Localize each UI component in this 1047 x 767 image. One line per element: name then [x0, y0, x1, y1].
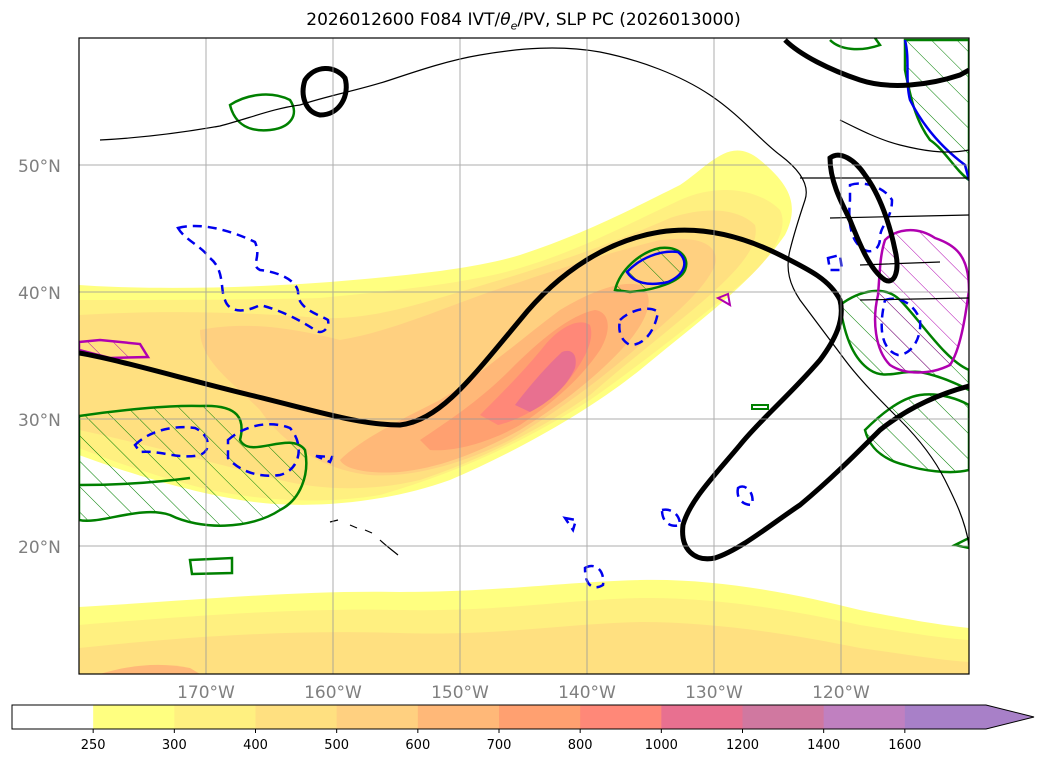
pv-contour-small-south	[188, 556, 234, 576]
colorbar-segment	[255, 705, 338, 729]
colorbar-tick-label: 250	[81, 738, 106, 753]
colorbar-tick-label: 800	[568, 738, 593, 753]
theta-e-contour-gulf	[625, 250, 686, 286]
theta-e-contour-canada	[903, 39, 969, 181]
slp-contours	[79, 38, 969, 562]
canada-border	[839, 119, 969, 153]
coastlines	[99, 47, 969, 556]
colorbar-segment	[93, 705, 175, 729]
pv-contour-inner	[79, 476, 191, 487]
colorbar-segment	[12, 705, 94, 729]
lon-label-140W: 140°W	[558, 683, 616, 703]
dashed-contour-1	[133, 425, 209, 458]
colorbar-outline	[11, 704, 1035, 730]
dashed-contour-4	[848, 182, 894, 253]
slp-interior-high	[827, 152, 900, 284]
lat-label-40N: 40°N	[18, 284, 61, 304]
hawaii-islands	[329, 519, 399, 556]
map-frame	[78, 37, 970, 675]
aleutian-chain	[99, 104, 301, 141]
dashed-contour-7	[660, 508, 682, 527]
colorbar-ticks: 250 300 400 500 600 700 800 1000 1200 1400 1600	[81, 729, 921, 753]
colorbar-segment	[661, 705, 743, 729]
dashed-contour-11	[826, 253, 844, 272]
colorbar-extend-arrow	[986, 705, 1034, 729]
colorbar-segment	[742, 705, 825, 729]
lon-label-130W: 130°W	[685, 683, 743, 703]
dashed-contour-3	[618, 307, 660, 347]
colorbar-tick-label: 1400	[807, 738, 840, 753]
pv-region-central-pacific	[79, 404, 308, 527]
colorbar-tick-label: 600	[405, 738, 430, 753]
pv-contour-magenta-small	[715, 292, 732, 307]
lon-label-120W: 120°W	[812, 683, 870, 703]
colorbar-segment	[823, 705, 906, 729]
lon-label-170W: 170°W	[177, 683, 235, 703]
north-america-coastline	[299, 47, 969, 546]
dashed-contour-5	[880, 297, 922, 357]
pv-contour-dot	[751, 404, 769, 410]
colorbar-tick-label: 1000	[645, 738, 678, 753]
colorbar-segments	[12, 705, 987, 729]
map-panel: 50°N 40°N 30°N 20°N 170°W 160°W 150°W 14…	[18, 37, 970, 703]
colorbar-segment	[417, 705, 500, 729]
pv-contour-aleutian	[228, 93, 296, 132]
colorbar-tick-label: 1600	[888, 738, 921, 753]
slp-aleutian-low	[300, 66, 349, 118]
pv-region-magenta-interior	[873, 229, 969, 374]
slp-northern-contour	[783, 38, 969, 88]
map-title: 2026012600 F084 IVT/θe/PV, SLP PC (20260…	[0, 10, 1047, 32]
lat-label-30N: 30°N	[18, 411, 61, 431]
dashed-contour-north-pacific	[176, 224, 330, 334]
lat-label-20N: 20°N	[18, 538, 61, 558]
colorbar-tick-label: 1200	[726, 738, 759, 753]
title-suffix: /PV, SLP PC (2026013000)	[517, 10, 741, 30]
ivt-600-southern-band	[100, 664, 200, 674]
colorbar-segment	[499, 705, 581, 729]
theta-e-dashed-contours	[133, 182, 922, 589]
title-theta-subscript: e	[510, 19, 518, 33]
title-theta: θ	[500, 10, 511, 30]
dashed-contour-2	[226, 422, 300, 477]
colorbar: 250 300 400 500 600 700 800 1000 1200 1400 1600	[11, 704, 1035, 753]
graticule	[79, 38, 969, 674]
colorbar-segment	[336, 705, 419, 729]
lat-label-50N: 50°N	[18, 157, 61, 177]
dashed-contour-9	[562, 516, 578, 533]
lon-label-150W: 150°W	[431, 683, 489, 703]
ivt-1000-shading	[515, 350, 576, 412]
colorbar-tick-label: 300	[162, 738, 187, 753]
dashed-contour-8	[736, 485, 754, 507]
title-prefix: 2026012600 F084 IVT/	[306, 10, 501, 30]
colorbar-segment	[580, 705, 662, 729]
colorbar-tick-label: 500	[324, 738, 349, 753]
pv-contour-alaska	[829, 38, 882, 51]
colorbar-segment	[174, 705, 256, 729]
ivt-400-southern-band	[79, 622, 969, 674]
pv-region-magenta-west	[79, 338, 151, 360]
lon-label-160W: 160°W	[304, 683, 362, 703]
colorbar-segment	[904, 705, 987, 729]
pv-region-mexico	[863, 393, 969, 474]
ivt-800-shading	[480, 322, 592, 425]
colorbar-tick-label: 400	[243, 738, 268, 753]
slp-main-contour	[79, 227, 969, 562]
colorbar-tick-label: 700	[487, 738, 512, 753]
dashed-contour-10	[315, 454, 334, 464]
